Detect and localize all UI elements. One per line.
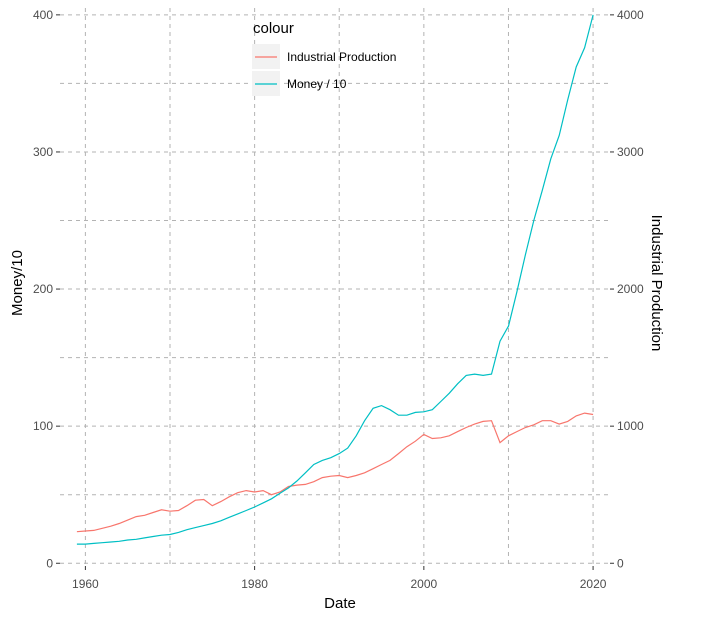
y2-tick-label: 1000	[617, 419, 644, 433]
y2-tick-label: 3000	[617, 145, 644, 159]
axes: 1960 1980 2000 2020010020030040001000200030…	[33, 8, 644, 591]
y-tick-label: 300	[33, 145, 53, 159]
series-line-industrial-production	[76, 412, 594, 533]
x-tick-label: 2020	[580, 577, 607, 591]
x-tick-label: 1960	[72, 577, 99, 591]
legend: colour Industrial Production Money / 10	[252, 20, 396, 96]
y-tick-label: 0	[46, 556, 53, 570]
legend-title: colour	[253, 20, 294, 37]
x-axis-title: Date	[324, 595, 356, 612]
series-lines	[76, 14, 594, 545]
y2-tick-label: 0	[617, 556, 624, 570]
y-tick-label: 400	[33, 8, 53, 22]
y2-axis-title: Industrial Production	[648, 215, 665, 352]
legend-label-money: Money / 10	[287, 77, 347, 91]
series-line-money-10	[76, 14, 594, 545]
grid	[60, 8, 610, 566]
y2-tick-label: 4000	[617, 8, 644, 22]
y-tick-label: 200	[33, 282, 53, 296]
legend-label-industrial-production: Industrial Production	[287, 50, 396, 64]
y-tick-label: 100	[33, 419, 53, 433]
y2-tick-label: 2000	[617, 282, 644, 296]
y-axis-title: Money/10	[9, 250, 26, 316]
x-tick-label: 1980	[241, 577, 268, 591]
x-tick-label: 2000	[410, 577, 437, 591]
